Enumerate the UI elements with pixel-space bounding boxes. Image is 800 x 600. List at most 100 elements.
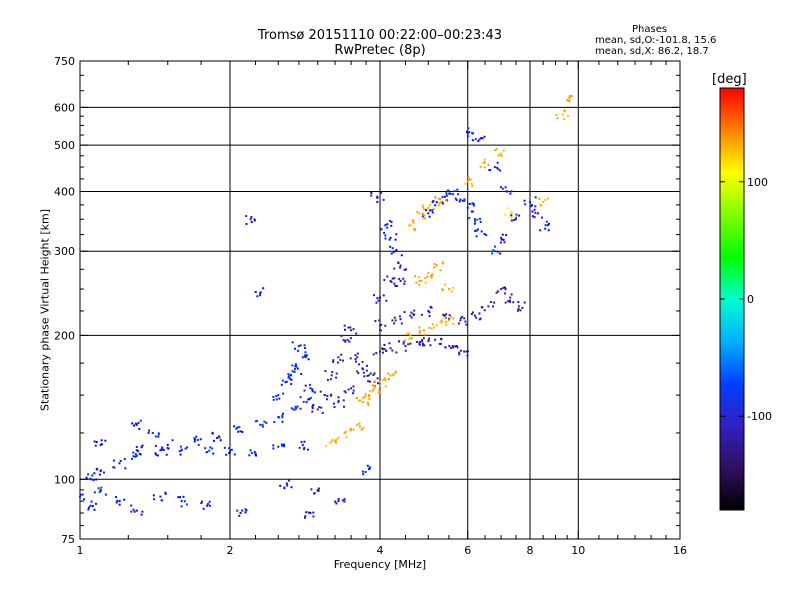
data-point [135, 509, 138, 512]
data-point [568, 99, 571, 102]
data-point [498, 252, 501, 255]
data-point [566, 99, 569, 102]
data-point [237, 430, 240, 433]
data-point [212, 439, 215, 442]
data-point [385, 299, 388, 302]
data-point [97, 487, 100, 490]
data-point [389, 347, 392, 350]
data-point [479, 317, 482, 320]
data-point [404, 339, 407, 342]
data-point [428, 326, 431, 329]
data-point [376, 382, 379, 385]
data-point [180, 505, 183, 508]
data-point [303, 389, 306, 392]
data-point [291, 341, 294, 344]
data-point [381, 351, 384, 354]
data-point [334, 500, 337, 503]
data-point [99, 443, 102, 446]
data-point [311, 388, 314, 391]
data-point [379, 324, 381, 327]
data-point [513, 218, 516, 221]
data-point [412, 313, 415, 316]
data-point [439, 321, 442, 324]
data-point [299, 407, 302, 410]
data-point [303, 440, 306, 443]
data-point [239, 430, 242, 433]
data-point [367, 394, 370, 397]
data-point [475, 235, 478, 238]
data-point [335, 502, 338, 505]
data-point [319, 390, 322, 393]
data-point [293, 370, 296, 373]
data-point [444, 346, 447, 349]
data-point [312, 404, 315, 407]
data-point [361, 360, 364, 363]
data-point [350, 387, 353, 390]
data-point [180, 449, 183, 452]
data-point [428, 215, 431, 218]
data-point [492, 249, 495, 252]
data-point [424, 277, 427, 280]
data-point [544, 198, 547, 201]
y-tick-label: 100 [54, 473, 75, 486]
data-point [438, 342, 441, 345]
data-point [372, 389, 375, 392]
data-point [99, 470, 102, 473]
data-point [412, 221, 415, 224]
data-point [493, 250, 496, 253]
data-point [118, 462, 121, 465]
data-point [449, 192, 452, 195]
data-point [466, 180, 469, 183]
data-point [166, 443, 169, 446]
data-point [308, 383, 311, 386]
data-point [368, 466, 371, 469]
data-point [89, 477, 92, 480]
data-point [371, 384, 374, 387]
data-point [393, 267, 396, 270]
data-point [292, 408, 295, 411]
data-point [467, 135, 470, 138]
data-point [487, 305, 490, 308]
data-point [439, 342, 442, 345]
data-point [185, 503, 188, 506]
stats-x-mode: mean, sd,X: 86.2, 18.7 [595, 46, 709, 57]
data-point [343, 328, 346, 331]
data-point [473, 218, 476, 221]
data-point [460, 349, 463, 352]
data-point [384, 324, 387, 327]
data-point [254, 291, 257, 294]
data-point [456, 188, 459, 191]
data-point [420, 313, 423, 316]
data-point [376, 195, 379, 198]
data-point [399, 264, 402, 267]
data-point [483, 166, 486, 169]
data-point [195, 435, 198, 438]
data-point [356, 356, 359, 359]
data-point [115, 501, 118, 504]
colorbar-tick-label: 0 [747, 293, 754, 306]
data-point [373, 372, 376, 375]
data-point [182, 495, 185, 498]
data-point [329, 378, 332, 381]
data-point [441, 288, 444, 291]
data-point [349, 429, 352, 432]
data-point [398, 315, 401, 318]
data-point [99, 489, 102, 492]
data-point [100, 486, 103, 489]
data-point [141, 445, 144, 448]
data-point [540, 204, 543, 207]
data-point [452, 286, 455, 289]
data-point [466, 206, 469, 209]
stats-o-mode: mean, sd,O:-101.8, 15.6 [595, 35, 717, 46]
data-point [272, 447, 275, 450]
data-point [373, 387, 376, 390]
x-axis-label: Frequency [MHz] [333, 558, 427, 571]
data-point [118, 500, 121, 503]
data-point [344, 340, 347, 343]
data-point [464, 320, 467, 323]
data-point [326, 394, 329, 397]
data-point [342, 399, 345, 402]
data-point [134, 452, 137, 455]
data-point [440, 338, 443, 341]
data-point [337, 399, 340, 402]
